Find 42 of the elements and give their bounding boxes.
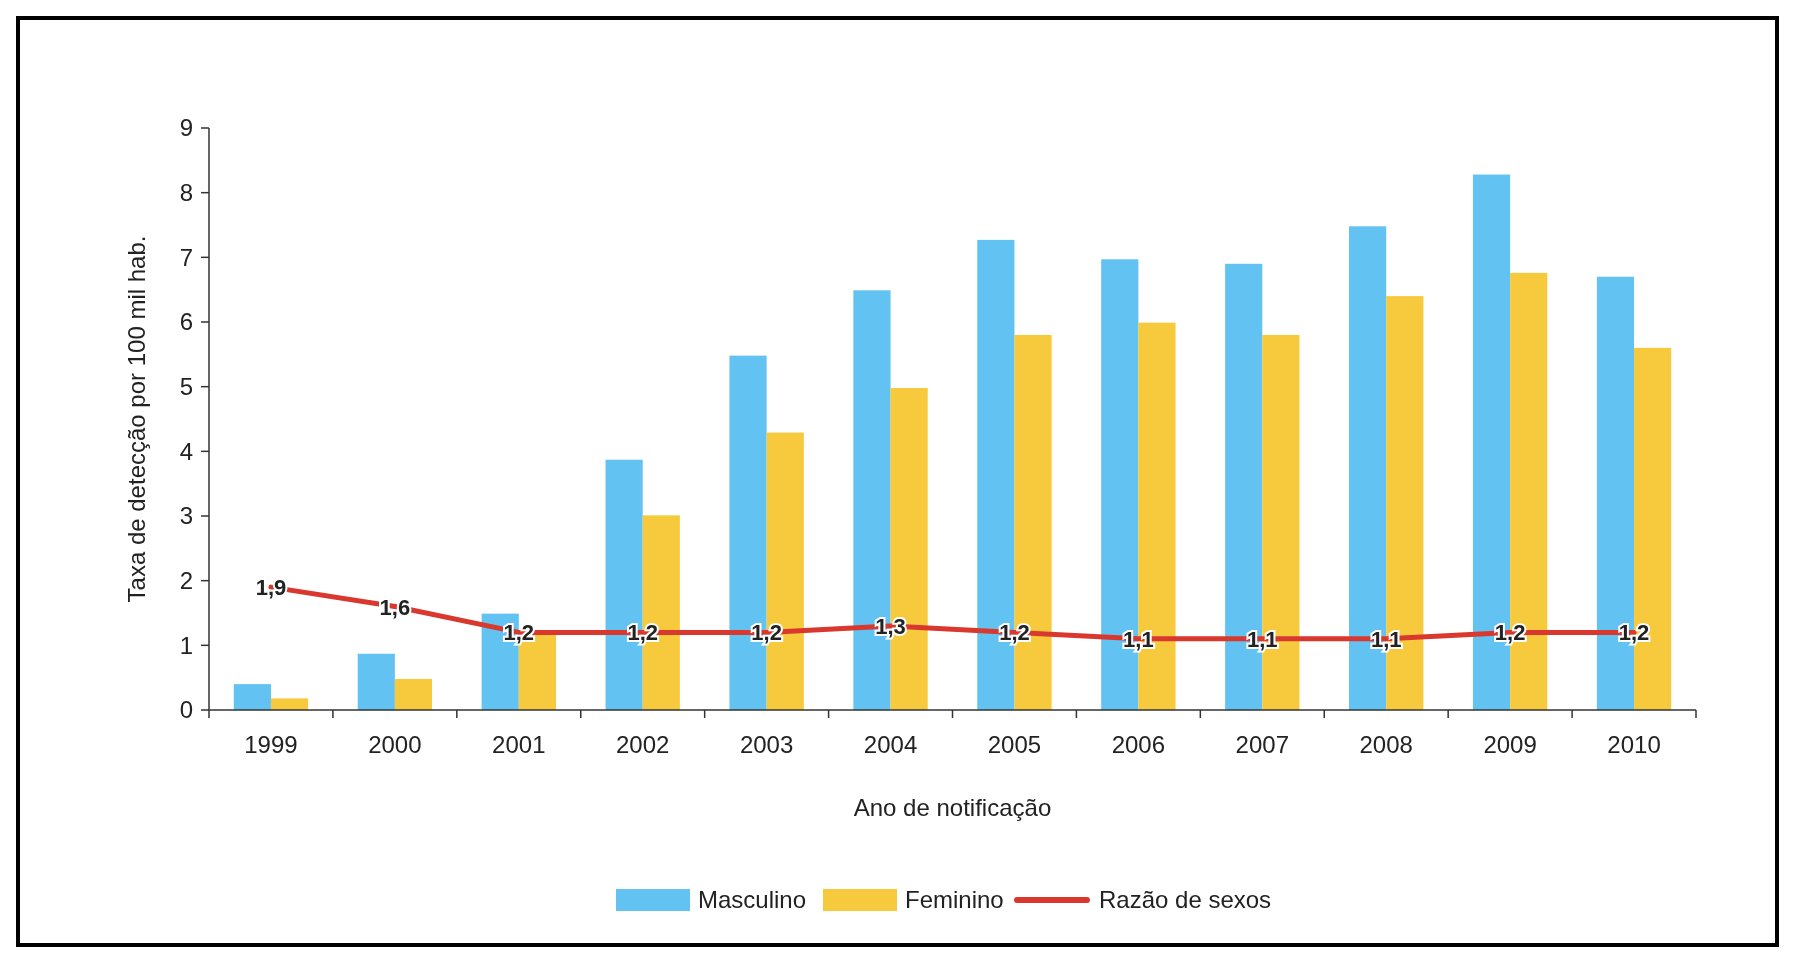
y-tick-label: 9 <box>179 114 193 142</box>
x-tick-label: 1999 <box>244 731 298 758</box>
x-tick-label: 2006 <box>1111 731 1166 758</box>
y-tick-label: 1 <box>179 631 193 659</box>
legend-label: Feminino <box>905 886 1004 914</box>
x-tick-label: 2001 <box>492 731 546 758</box>
data-label: 1,1 <box>1123 626 1154 652</box>
x-axis-title: Ano de notificação <box>853 794 1052 821</box>
data-label: 1,2 <box>751 620 782 646</box>
y-tick-label: 4 <box>179 437 193 465</box>
x-tick-label: 2003 <box>739 731 794 758</box>
y-tick-label: 2 <box>179 567 193 595</box>
data-label: 1,2 <box>1618 620 1650 646</box>
x-tick-label: 2000 <box>368 731 422 758</box>
legend-label: Masculino <box>698 886 807 914</box>
bar <box>233 684 271 710</box>
data-label: 1,1 <box>1370 626 1402 652</box>
y-tick-label: 6 <box>179 308 193 336</box>
x-tick-label: 2008 <box>1359 731 1413 758</box>
y-tick-label: 3 <box>179 502 193 530</box>
data-label: 1,2 <box>1494 620 1526 646</box>
x-tick-label: 2004 <box>863 731 918 758</box>
data-label: 1,1 <box>1246 626 1278 652</box>
legend-label: Razão de sexos <box>1099 886 1272 914</box>
y-tick-label: 7 <box>179 243 193 271</box>
bar <box>270 698 309 710</box>
y-axis-title: Taxa de detecção por 100 mil hab. <box>123 235 150 603</box>
x-tick-label: 2005 <box>987 731 1042 758</box>
data-label: 1,9 <box>255 575 287 601</box>
bar <box>357 653 395 710</box>
x-tick-label: 2007 <box>1235 731 1289 758</box>
data-label: 1,3 <box>875 613 906 639</box>
x-tick-label: 2010 <box>1607 731 1661 758</box>
y-tick-label: 0 <box>179 696 193 724</box>
data-label: 1,2 <box>503 620 535 646</box>
x-tick-label: 2002 <box>616 731 670 758</box>
data-label: 1,2 <box>627 620 659 646</box>
data-label: 1,2 <box>999 620 1030 646</box>
x-tick-label: 2009 <box>1483 731 1537 758</box>
bar <box>394 678 433 710</box>
y-tick-label: 8 <box>179 179 193 207</box>
y-tick-label: 5 <box>179 373 193 401</box>
